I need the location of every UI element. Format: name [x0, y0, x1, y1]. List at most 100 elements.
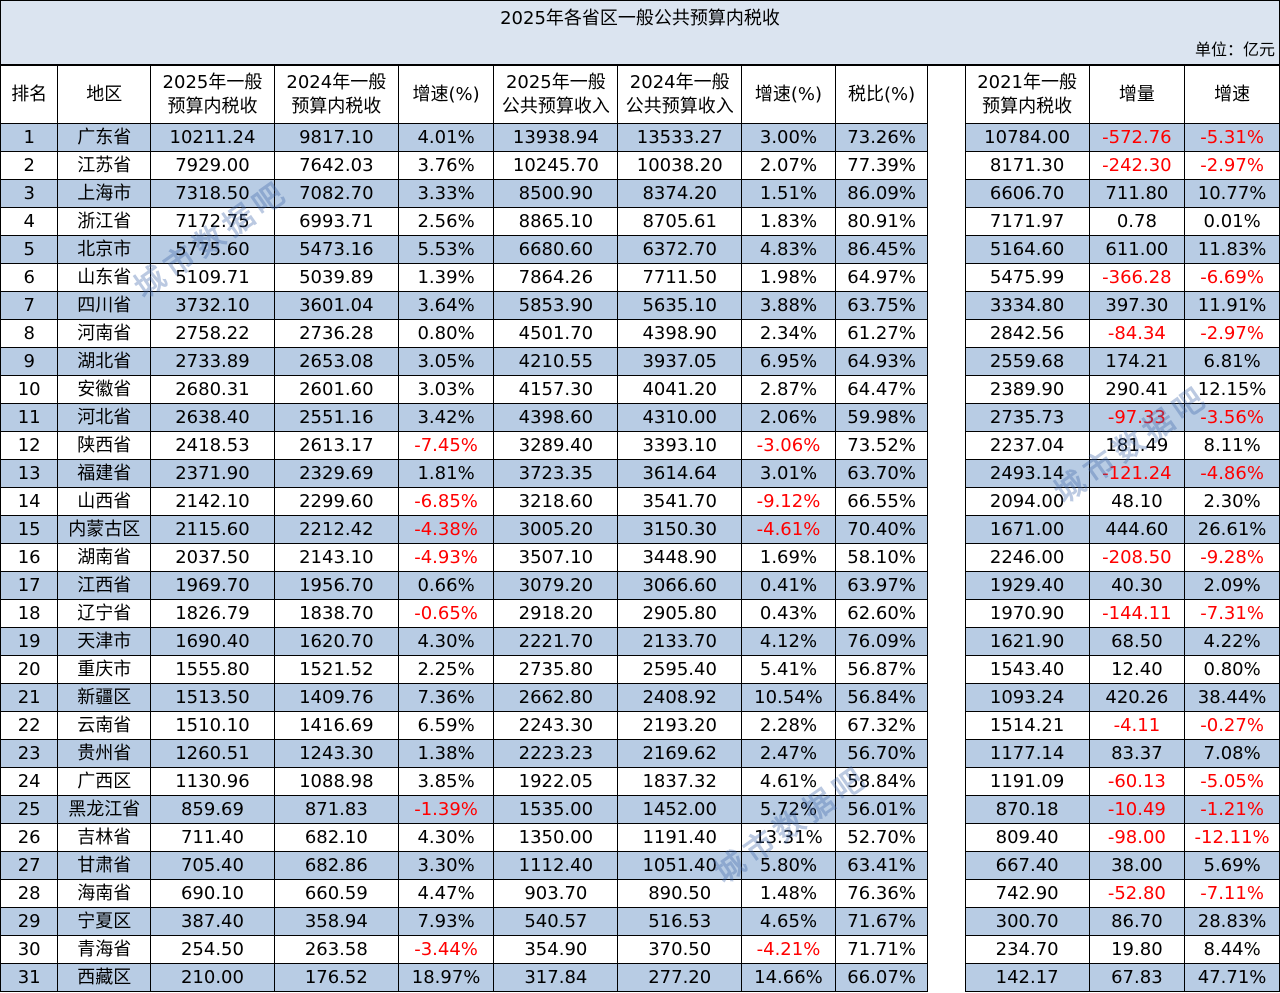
table-cell: 3732.10	[150, 291, 275, 320]
spacer-column	[927, 319, 966, 348]
table-cell: 甘肃省	[57, 851, 152, 880]
table-cell: 67.32%	[834, 711, 929, 740]
table-cell: 859.69	[150, 795, 275, 824]
table-cell: 277.20	[617, 963, 743, 992]
table-cell: 358.94	[273, 907, 399, 936]
table-cell: 56.84%	[834, 683, 929, 712]
table-cell: 1260.51	[150, 739, 275, 768]
table-cell: 2246.00	[964, 543, 1090, 572]
table-cell: 56.01%	[834, 795, 929, 824]
table-cell: 4398.90	[617, 319, 743, 348]
spacer-column	[927, 403, 966, 432]
table-cell: 254.50	[150, 935, 275, 964]
table-cell: 13	[0, 459, 59, 488]
table-cell: 67.83	[1088, 963, 1186, 992]
spacer-column	[927, 291, 966, 320]
table-cell: 2.56%	[397, 207, 495, 236]
table-cell: 2169.62	[617, 739, 743, 768]
table-cell: 1.48%	[741, 879, 836, 908]
table-cell: 1.69%	[741, 543, 836, 572]
table-cell: 4.30%	[397, 627, 495, 656]
table-cell: 10038.20	[617, 151, 743, 180]
table-cell: 1.39%	[397, 263, 495, 292]
table-cell: 174.21	[1088, 347, 1186, 376]
table-cell: -572.76	[1088, 123, 1186, 152]
table-cell: 湖北省	[57, 347, 152, 376]
table-cell: 1.83%	[741, 207, 836, 236]
table-cell: 1130.96	[150, 767, 275, 796]
table-cell: 56.70%	[834, 739, 929, 768]
table-cell: 682.10	[273, 823, 399, 852]
table-cell: -1.21%	[1184, 795, 1280, 824]
table-cell: 3150.30	[617, 515, 743, 544]
table-cell: 3.33%	[397, 179, 495, 208]
table-cell: -60.13	[1088, 767, 1186, 796]
spacer-column	[927, 599, 966, 628]
table-cell: 48.10	[1088, 487, 1186, 516]
header-cell: 增速(%)	[741, 65, 836, 124]
table-cell: 10784.00	[964, 123, 1090, 152]
table-cell: 56.87%	[834, 655, 929, 684]
table-cell: 1513.50	[150, 683, 275, 712]
header-cell: 增速	[1184, 65, 1280, 124]
table-cell: 6680.60	[493, 235, 619, 264]
spacer-column	[927, 571, 966, 600]
table-row: 10 安徽省 2680.31 2601.60 3.03% 4157.30 4041.20 2.…	[0, 375, 1280, 404]
table-cell: -144.11	[1088, 599, 1186, 628]
table-cell: 64.47%	[834, 375, 929, 404]
table-cell: 3.00%	[741, 123, 836, 152]
table-cell: 22	[0, 711, 59, 740]
table-cell: 2299.60	[273, 487, 399, 516]
table-cell: 66.55%	[834, 487, 929, 516]
table-cell: 2733.89	[150, 347, 275, 376]
table-row: 28 海南省 690.10 660.59 4.47% 903.70 890.50 1.48% 7…	[0, 879, 1280, 908]
table-cell: 4210.55	[493, 347, 619, 376]
header-row: 排名 地区 2025年一般 预算内税收 2024年一般 预算内税收 增速(%) …	[0, 65, 1280, 124]
table-cell: 3289.40	[493, 431, 619, 460]
table-cell: 湖南省	[57, 543, 152, 572]
spacer-column	[927, 683, 966, 712]
spacer-column	[927, 431, 966, 460]
table-row: 29 宁夏区 387.40 358.94 7.93% 540.57 516.53 4.65% 7…	[0, 907, 1280, 936]
header-cell: 2021年一般 预算内税收	[964, 65, 1090, 124]
table-row: 11 河北省 2638.40 2551.16 3.42% 4398.60 4310.00 2.…	[0, 403, 1280, 432]
table-cell: 711.80	[1088, 179, 1186, 208]
spacer-column	[927, 235, 966, 264]
table-cell: 河南省	[57, 319, 152, 348]
table-cell: -9.28%	[1184, 543, 1280, 572]
table-row: 2 江苏省 7929.00 7642.03 3.76% 10245.70 10038.20 2…	[0, 151, 1280, 180]
table-cell: 3	[0, 179, 59, 208]
table-row: 18 辽宁省 1826.79 1838.70 -0.65% 2918.20 2905.80 0…	[0, 599, 1280, 628]
table-cell: 31	[0, 963, 59, 992]
table-cell: 7	[0, 291, 59, 320]
table-cell: 2094.00	[964, 487, 1090, 516]
table-cell: 5	[0, 235, 59, 264]
table-cell: 210.00	[150, 963, 275, 992]
table-cell: -98.00	[1088, 823, 1186, 852]
table-cell: -3.06%	[741, 431, 836, 460]
spacer-column	[927, 347, 966, 376]
table-cell: 12	[0, 431, 59, 460]
table-cell: 7.93%	[397, 907, 495, 936]
table-cell: 7642.03	[273, 151, 399, 180]
table-cell: 7864.26	[493, 263, 619, 292]
table-cell: 2842.56	[964, 319, 1090, 348]
table-cell: -5.31%	[1184, 123, 1280, 152]
table-cell: -4.86%	[1184, 459, 1280, 488]
table-cell: 18.97%	[397, 963, 495, 992]
table-cell: 1	[0, 123, 59, 152]
table-cell: 3937.05	[617, 347, 743, 376]
table-row: 27 甘肃省 705.40 682.86 3.30% 1112.40 1051.40 5.80…	[0, 851, 1280, 880]
spacer-column	[927, 487, 966, 516]
table-cell: 4501.70	[493, 319, 619, 348]
table-cell: 10245.70	[493, 151, 619, 180]
table-cell: 387.40	[150, 907, 275, 936]
table-cell: 2918.20	[493, 599, 619, 628]
table-cell: 3218.60	[493, 487, 619, 516]
table-cell: 62.60%	[834, 599, 929, 628]
spacer-column	[927, 963, 966, 992]
spacer-column	[927, 459, 966, 488]
table-cell: 23	[0, 739, 59, 768]
table-cell: 2662.80	[493, 683, 619, 712]
table-cell: 76.36%	[834, 879, 929, 908]
